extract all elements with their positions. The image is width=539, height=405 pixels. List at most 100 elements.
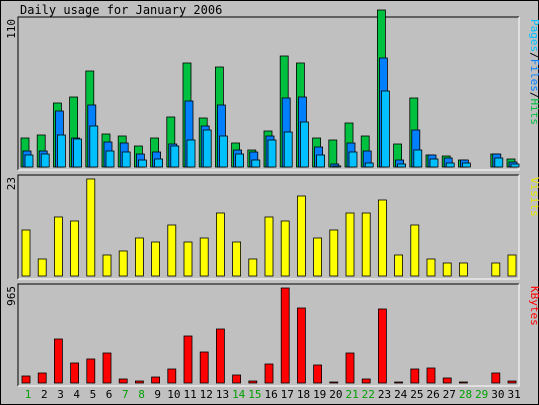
x-tick-label: 26 xyxy=(426,388,439,401)
bar-visits-day-6 xyxy=(102,254,112,277)
legend-entry: / xyxy=(528,52,539,59)
bar-visits-day-3 xyxy=(54,216,63,277)
bar-pages-day-21 xyxy=(348,151,358,168)
x-tick-label: 3 xyxy=(57,388,64,401)
bar-pages-day-17 xyxy=(283,131,293,168)
bar-visits-day-20 xyxy=(329,229,339,277)
x-tick-label: 15 xyxy=(248,388,261,401)
bar-visits-day-11 xyxy=(183,241,193,277)
x-tick-label: 31 xyxy=(507,388,520,401)
bar-kbytes-day-14 xyxy=(232,374,242,384)
bar-kbytes-day-9 xyxy=(151,376,161,384)
x-axis: 1 2 3 4 5 6 7 8 9 10 11 12 13 14 15 16 17 18 19 20 21 22 23 24 2… xyxy=(25,388,521,401)
bar-visits-day-21 xyxy=(345,212,355,277)
bar-pages-day-7 xyxy=(121,151,131,168)
legend-kbytes: KBytes xyxy=(528,286,539,326)
bar-kbytes-day-17 xyxy=(280,287,290,384)
bar-kbytes-day-28 xyxy=(458,381,468,384)
bar-kbytes-day-8 xyxy=(134,380,144,384)
bar-pages-day-18 xyxy=(299,121,309,168)
bar-visits-day-24 xyxy=(394,254,404,277)
bar-pages-day-24 xyxy=(397,163,407,168)
bar-pages-day-26 xyxy=(429,158,439,168)
bar-pages-day-23 xyxy=(380,90,390,168)
series-kbytes xyxy=(21,287,517,384)
legend-entry: / xyxy=(528,92,539,99)
bar-visits-day-12 xyxy=(199,237,209,277)
y-max-label: 23 xyxy=(5,177,18,190)
bar-visits-day-26 xyxy=(426,258,436,277)
bar-visits-day-19 xyxy=(313,237,323,277)
x-tick-label: 28 xyxy=(459,388,472,401)
x-tick-label: 20 xyxy=(329,388,342,401)
y-max-label: 110 xyxy=(5,19,18,39)
x-tick-label: 2 xyxy=(41,388,48,401)
bar-visits-day-27 xyxy=(442,262,452,277)
x-tick-label: 18 xyxy=(297,388,310,401)
bar-visits-day-8 xyxy=(134,237,144,277)
bar-pages-day-11 xyxy=(186,139,196,168)
x-tick-label: 8 xyxy=(138,388,145,401)
series-visits xyxy=(21,178,517,277)
bar-pages-day-3 xyxy=(57,134,66,168)
bar-pages-day-9 xyxy=(154,158,164,168)
x-tick-label: 29 xyxy=(475,388,488,401)
bar-kbytes-day-22 xyxy=(361,378,371,384)
bar-pages-day-1 xyxy=(24,154,34,168)
bar-kbytes-day-30 xyxy=(491,372,501,384)
bar-pages-day-19 xyxy=(316,154,326,168)
bar-kbytes-day-27 xyxy=(442,377,452,384)
bar-visits-day-31 xyxy=(507,254,517,277)
x-tick-label: 6 xyxy=(106,388,113,401)
legend-entry: Hits xyxy=(528,99,539,126)
bar-visits-day-22 xyxy=(361,212,371,277)
bar-pages-day-6 xyxy=(105,150,115,168)
bar-pages-day-5 xyxy=(89,125,99,168)
series-pages xyxy=(24,90,520,168)
bar-pages-day-14 xyxy=(235,153,245,168)
bar-pages-day-28 xyxy=(461,162,471,168)
x-tick-label: 13 xyxy=(216,388,229,401)
bar-pages-day-30 xyxy=(494,157,504,168)
x-tick-label: 1 xyxy=(25,388,32,401)
panel-visits: 23 Visits xyxy=(5,174,539,280)
bar-visits-day-9 xyxy=(151,241,161,277)
bar-kbytes-day-23 xyxy=(377,308,387,384)
bar-kbytes-day-31 xyxy=(507,380,517,384)
bar-pages-day-12 xyxy=(202,129,212,168)
bar-pages-day-22 xyxy=(364,162,374,168)
bar-pages-day-27 xyxy=(445,162,455,168)
bar-pages-day-20 xyxy=(332,165,342,168)
x-tick-label: 4 xyxy=(73,388,80,401)
legend-hits: Pages/Files/Hits xyxy=(528,19,539,125)
bar-kbytes-day-7 xyxy=(118,378,128,384)
bar-kbytes-day-10 xyxy=(167,368,177,384)
bar-pages-day-15 xyxy=(251,159,261,168)
legend-visits: Visits xyxy=(528,177,539,217)
panel-kbytes: 965 KBytes xyxy=(5,283,539,387)
bar-visits-day-16 xyxy=(264,216,274,277)
bar-kbytes-day-1 xyxy=(21,375,31,384)
bar-visits-day-28 xyxy=(458,262,468,277)
bar-visits-day-1 xyxy=(21,229,31,277)
panel-border-dark xyxy=(17,16,519,170)
bar-kbytes-day-3 xyxy=(54,338,63,384)
bar-kbytes-day-20 xyxy=(329,381,339,384)
bar-kbytes-day-18 xyxy=(296,307,306,384)
bar-kbytes-day-26 xyxy=(426,367,436,384)
panel-border-dark xyxy=(17,174,519,279)
bar-pages-day-4 xyxy=(73,138,82,168)
bar-visits-day-15 xyxy=(248,258,258,277)
bar-visits-day-30 xyxy=(491,262,501,277)
bar-kbytes-day-25 xyxy=(410,368,420,384)
x-tick-label: 12 xyxy=(200,388,213,401)
bar-kbytes-day-21 xyxy=(345,352,355,384)
bar-kbytes-day-11 xyxy=(183,335,193,384)
x-tick-label: 5 xyxy=(90,388,97,401)
x-tick-label: 27 xyxy=(443,388,456,401)
x-tick-label: 11 xyxy=(183,388,196,401)
x-tick-label: 14 xyxy=(232,388,246,401)
bar-pages-day-16 xyxy=(267,139,277,168)
